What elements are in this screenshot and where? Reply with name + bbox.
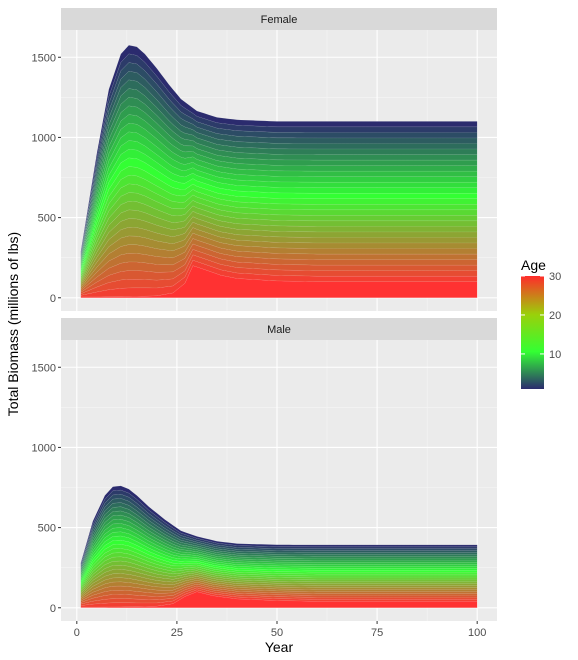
y-tick-label: 1500	[32, 52, 56, 64]
legend-tick-label: 20	[549, 310, 561, 322]
x-axis-title: Year	[265, 639, 294, 655]
y-tick-label: 500	[38, 213, 56, 225]
y-tick-label: 0	[50, 603, 56, 615]
legend-colorbar	[521, 276, 544, 389]
y-tick-label: 1000	[32, 442, 56, 454]
y-tick-label: 0	[50, 293, 56, 305]
y-axis-title: Total Biomass (millions of lbs)	[5, 232, 21, 416]
x-tick-label: 75	[371, 627, 383, 639]
facet-strip	[61, 318, 497, 340]
y-tick-label: 1500	[32, 362, 56, 374]
legend-ticks: 10 20 30	[521, 271, 561, 361]
facet-strip-label: Male	[267, 324, 291, 336]
legend: Age 10 20 30	[521, 257, 561, 389]
y-axis-ticks: 0 500 1000 1500	[32, 362, 61, 615]
y-axis-ticks: 0 500 1000 1500	[32, 52, 61, 305]
age-band-30	[80, 591, 478, 608]
x-tick-label: 50	[271, 627, 283, 639]
y-tick-label: 500	[38, 523, 56, 535]
x-axis-ticks: 0 25 50 75 100	[74, 621, 486, 639]
x-tick-label: 100	[468, 627, 486, 639]
facet-male-panel: Male 0 500 1000 1500	[32, 318, 497, 621]
y-tick-label: 1000	[32, 132, 56, 144]
legend-tick-label: 30	[549, 271, 561, 283]
facet-female-panel: Female 0 500 1000 1500	[32, 8, 497, 311]
x-tick-label: 25	[171, 627, 183, 639]
x-tick-label: 0	[74, 627, 80, 639]
legend-title: Age	[521, 257, 546, 273]
facet-strip-label: Female	[261, 14, 298, 26]
legend-tick-label: 10	[549, 349, 561, 361]
area-bands	[80, 45, 478, 298]
area-bands	[80, 485, 478, 608]
facet-strip	[61, 8, 497, 30]
age-band-30	[80, 265, 478, 298]
